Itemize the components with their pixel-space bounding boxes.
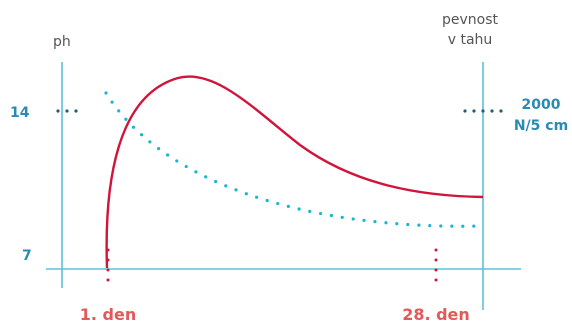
right-tick-line-1: 2000 [522,97,561,113]
left-axis-label: ph [53,34,71,50]
left-tick-top: 14 [10,105,30,121]
strength-series-line [105,75,484,269]
ph-series-line [104,91,485,228]
left-tick-bottom: 7 [22,248,32,264]
right-axis-label-line-2: v tahu [448,32,493,48]
right-tick-line-2: N/5 cm [514,118,568,134]
end-day-label: 28. den [402,305,470,324]
start-day-label: 1. den [80,305,136,324]
right-axis-label-line-1: pevnost [442,12,499,28]
